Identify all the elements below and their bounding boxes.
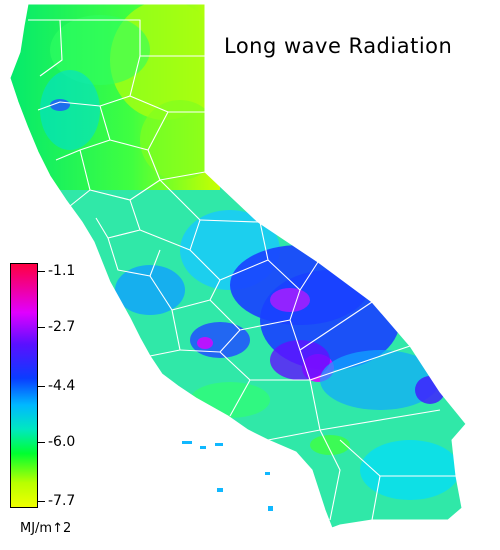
channel-islands	[182, 441, 273, 511]
legend-tick-label: -4.4	[48, 378, 76, 394]
legend-tick-mark	[38, 271, 45, 272]
legend-unit: MJ/m↑2	[20, 521, 72, 536]
legend-tick-label: -6.0	[48, 433, 76, 450]
legend-tick-label: -7.7	[48, 493, 76, 509]
map-title: Long wave Radiation	[224, 34, 453, 58]
legend-tick-label: -2.7	[48, 318, 76, 335]
colorbar-gradient	[11, 264, 37, 507]
legend-tick-mark	[38, 386, 45, 387]
legend-tick-mark	[38, 501, 45, 502]
state-outline	[9, 3, 467, 529]
legend-tick-mark	[38, 441, 45, 443]
legend-colorbar	[10, 263, 38, 508]
county-boundaries	[28, 19, 460, 521]
legend-tick-label: -1.1	[48, 263, 76, 279]
legend-tick-mark	[38, 326, 45, 328]
